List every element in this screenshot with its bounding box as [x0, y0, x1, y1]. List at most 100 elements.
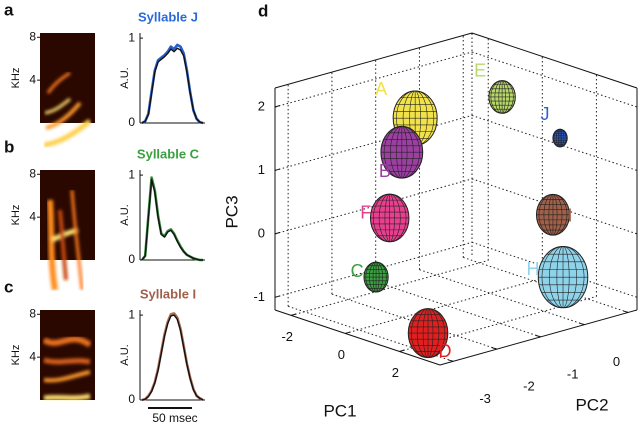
ellipsoid	[552, 128, 568, 148]
z-tick-label: 1	[258, 162, 265, 177]
x-axis-label: PC1	[323, 401, 356, 420]
spectrogram-texture	[44, 339, 90, 398]
grid-line	[331, 293, 498, 350]
spectrogram-band	[72, 190, 82, 290]
tick	[623, 310, 629, 313]
y-tick-label: 4	[29, 209, 36, 223]
point-label: I	[567, 206, 572, 226]
y-tick-label: 0	[613, 354, 620, 369]
grid-line	[419, 269, 585, 326]
spectrogram-band	[50, 200, 55, 290]
panel-title: Syllable C	[137, 146, 200, 161]
box-edge	[274, 309, 441, 366]
point-label: F	[360, 203, 371, 223]
box-edge	[471, 32, 638, 89]
y-tick-label: 4	[29, 72, 36, 86]
ellipsoid	[363, 261, 389, 293]
y-tick-label: 1	[128, 30, 135, 44]
spectrogram-band	[44, 372, 90, 380]
tick	[291, 313, 297, 316]
grid-line	[471, 114, 638, 171]
tick	[447, 359, 454, 362]
ellipsoid	[407, 308, 449, 359]
scale-bar-label: 50 msec	[152, 411, 197, 424]
signal-line	[141, 314, 204, 401]
tick	[274, 168, 281, 171]
box-edge	[274, 32, 473, 89]
tick	[345, 331, 351, 334]
panel-title: Syllable I	[140, 286, 196, 301]
point-label: E	[474, 61, 486, 81]
tick	[274, 231, 281, 235]
z-axis-label: PC3	[222, 195, 241, 228]
z-tick-label: 2	[258, 98, 265, 113]
ellipsoid	[537, 246, 589, 309]
y-tick-label: -2	[523, 379, 535, 394]
y-axis-label: A.U.	[119, 344, 131, 365]
x-tick-label: 0	[338, 347, 345, 362]
point-label: B	[379, 161, 391, 181]
spectrogram-band	[46, 103, 80, 128]
box-edge	[439, 309, 638, 366]
y-tick-label: -1	[567, 366, 579, 381]
y-tick-label: 1	[128, 307, 135, 321]
spectrogram-band	[45, 99, 70, 113]
spectrogram-texture	[44, 73, 90, 145]
y-axis-label: PC2	[575, 395, 608, 414]
y-tick-label: 0	[128, 115, 135, 129]
y-tick-label: 8	[29, 166, 36, 180]
spectrogram-texture	[50, 190, 82, 290]
point-label: A	[375, 79, 387, 99]
spectrogram-image	[40, 33, 95, 123]
grid-line	[471, 241, 638, 298]
y-axis-label: KHz	[10, 68, 22, 89]
tick	[274, 295, 281, 298]
spectrogram-band	[44, 396, 90, 398]
y-axis-label: A.U.	[119, 67, 131, 88]
spectrogram-band	[44, 121, 90, 145]
panel-letter: c	[4, 277, 13, 296]
point-label: D	[439, 341, 452, 361]
signal-line	[141, 178, 203, 261]
panel-letter: a	[4, 0, 14, 19]
point-label: H	[527, 259, 540, 279]
grid-line	[375, 281, 541, 338]
y-tick-label: 8	[29, 29, 36, 43]
spectrogram-band	[44, 360, 90, 362]
y-axis-label: KHz	[10, 205, 22, 226]
ellipsoid	[380, 125, 424, 179]
tick	[535, 334, 541, 338]
grid-line	[463, 256, 629, 313]
tick	[399, 349, 405, 352]
point-label: C	[351, 261, 364, 281]
y-tick-label: -3	[479, 391, 491, 406]
grid-line	[291, 259, 489, 316]
y-axis-label: KHz	[10, 345, 22, 366]
z-tick-label: 0	[258, 225, 265, 240]
grid-line	[471, 178, 638, 235]
panel-letter: d	[258, 1, 268, 20]
spectrogram-band	[48, 73, 70, 93]
point-label: J	[541, 104, 550, 124]
spectrogram-image	[40, 310, 95, 400]
y-axis-label: A.U.	[119, 204, 131, 225]
z-tick-label: -1	[253, 289, 265, 304]
y-tick-label: 0	[128, 252, 135, 266]
signal-line	[141, 47, 204, 124]
x-tick-label: 2	[392, 365, 399, 380]
tick	[579, 322, 585, 326]
y-tick-label: 4	[29, 349, 36, 363]
signal-line	[141, 312, 204, 402]
ellipsoid	[369, 193, 410, 243]
ellipsoid	[488, 80, 516, 114]
y-tick-label: 1	[128, 167, 135, 181]
grid-line	[274, 114, 473, 171]
y-tick-label: 0	[128, 392, 135, 406]
spectrogram-band	[44, 339, 90, 345]
ellipsoid	[535, 193, 570, 236]
tick	[491, 347, 498, 350]
panel-letter: b	[4, 137, 14, 156]
x-tick-label: -2	[281, 329, 293, 344]
spectrogram-band	[60, 210, 66, 280]
